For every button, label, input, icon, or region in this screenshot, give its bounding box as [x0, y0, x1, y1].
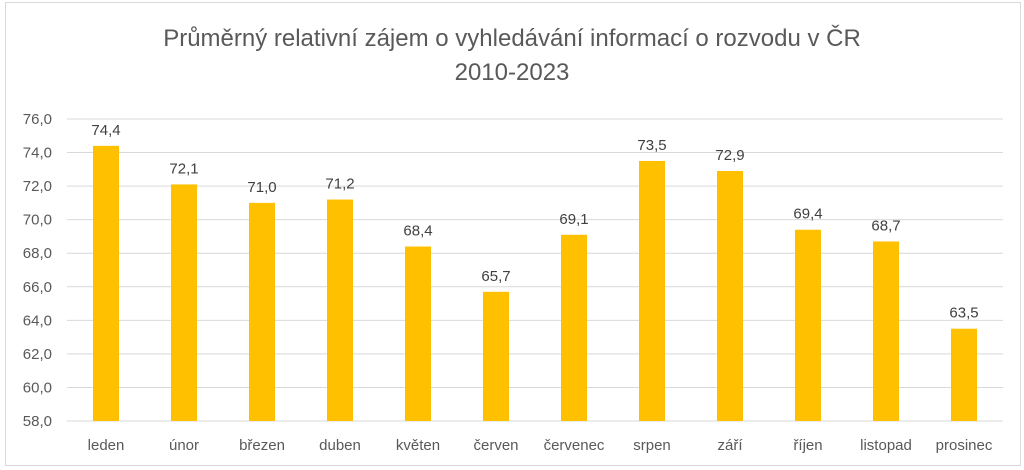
x-tick-label: červenec [544, 437, 605, 454]
y-tick-label: 74,0 [23, 145, 52, 162]
data-label: 74,4 [91, 122, 120, 139]
x-tick-label: srpen [633, 437, 671, 454]
data-label: 69,4 [793, 206, 822, 223]
x-tick-label: leden [88, 437, 125, 454]
bar-červenec [561, 234, 587, 421]
y-tick-label: 58,0 [23, 413, 52, 430]
bar-březen [249, 202, 275, 421]
data-label: 73,5 [637, 137, 666, 154]
data-label: 72,9 [715, 147, 744, 164]
bar-říjen [795, 229, 821, 421]
x-tick-label: září [717, 437, 743, 454]
x-tick-label: červen [473, 437, 518, 454]
y-tick-label: 60,0 [23, 379, 52, 396]
bar-listopad [873, 241, 899, 421]
data-label: 72,1 [169, 160, 198, 177]
x-tick-label: říjen [793, 437, 822, 454]
x-tick-label: únor [169, 437, 199, 454]
x-tick-label: listopad [860, 437, 912, 454]
x-tick-label: prosinec [936, 437, 993, 454]
bar-srpen [639, 160, 665, 421]
data-label: 63,5 [949, 305, 978, 322]
bar-duben [327, 199, 353, 421]
y-tick-label: 64,0 [23, 312, 52, 329]
bar-únor [171, 184, 197, 421]
chart-title-line1: Průměrný relativní zájem o vyhledávání i… [163, 25, 861, 52]
bar-květen [405, 246, 431, 421]
bar-prosinec [951, 328, 977, 421]
bar-září [717, 171, 743, 421]
data-label: 71,2 [325, 176, 354, 193]
data-label: 69,1 [559, 211, 588, 228]
y-tick-label: 76,0 [23, 111, 52, 128]
x-tick-label: duben [319, 437, 361, 454]
y-tick-label: 70,0 [23, 212, 52, 229]
x-tick-label: březen [239, 437, 285, 454]
bar-červen [483, 291, 509, 421]
y-tick-label: 72,0 [23, 178, 52, 195]
chart-frame [5, 2, 1021, 466]
data-label: 68,4 [403, 223, 432, 240]
data-label: 68,7 [871, 217, 900, 234]
bar-leden [93, 145, 119, 421]
chart-title-line2: 2010-2023 [454, 59, 570, 86]
y-tick-label: 66,0 [23, 279, 52, 296]
chart-title: Průměrný relativní zájem o vyhledávání i… [0, 22, 1024, 90]
x-tick-label: květen [396, 437, 440, 454]
data-label: 71,0 [247, 179, 276, 196]
y-tick-label: 62,0 [23, 346, 52, 363]
y-tick-label: 68,0 [23, 245, 52, 262]
data-label: 65,7 [481, 268, 510, 285]
